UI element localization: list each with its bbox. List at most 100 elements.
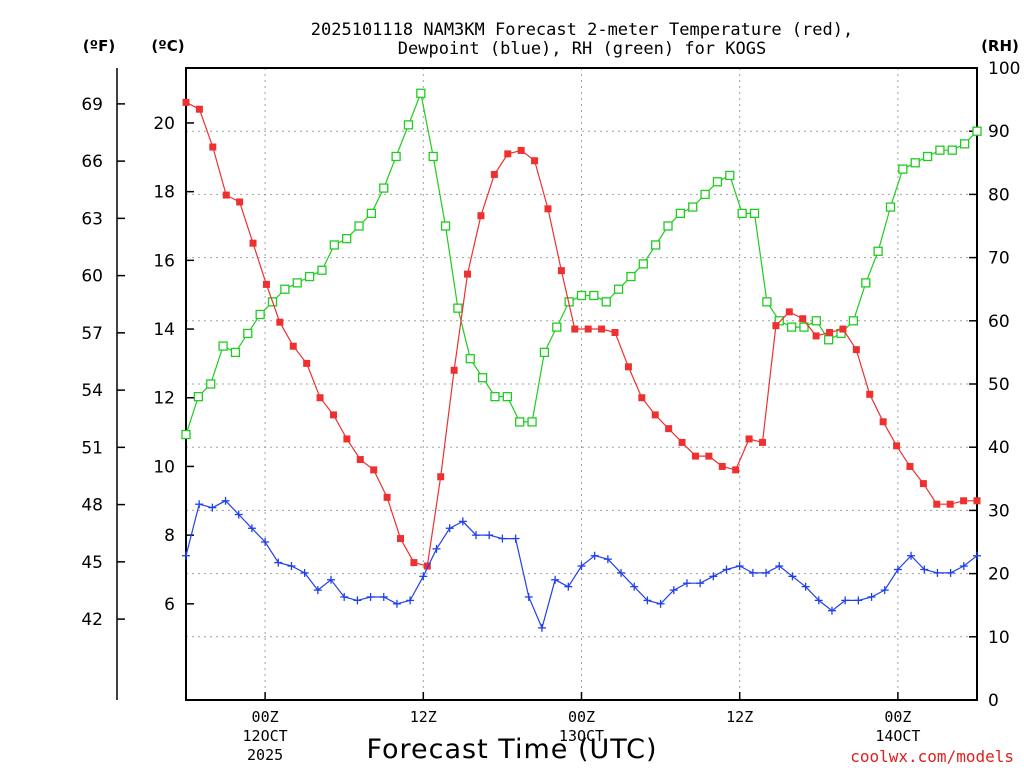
chart-title-line1: 2025101118 NAM3KM Forecast 2-meter Tempe… [311,20,853,40]
temperature-point [504,150,512,158]
temperature-point [611,328,619,336]
temperature-point [437,473,445,481]
rh-point [725,170,735,181]
celsius-tick-label: 8 [164,526,175,546]
rh-point [799,322,809,332]
dewpoint-point [366,592,375,601]
dewpoint-point [893,565,902,574]
time-tick-date: 12OCT [243,727,288,745]
rh-point [861,278,871,288]
rh-point [453,303,463,313]
temperature-point [303,359,311,367]
dewpoint-point [709,572,718,581]
dewpoint-point [247,524,256,533]
rh-tick-label: 90 [988,122,1010,142]
temperature-point [705,452,713,460]
temperature-point [624,363,632,371]
fahrenheit-tick-label: 60 [81,267,103,287]
rh-series [181,88,982,440]
rh-point [354,221,364,231]
temperature-point [933,500,941,508]
dewpoint-point [524,592,533,601]
dewpoint-point [274,558,283,567]
dewpoint-point [498,534,507,543]
temperature-point [370,466,378,474]
dewpoint-point [656,599,665,608]
dewpoint-point [287,562,296,571]
rh-point [749,208,760,219]
rh-point [947,145,957,155]
rh-point [181,429,191,440]
dewpoint-point [959,562,968,571]
temperature-point [785,308,793,316]
time-tick-label: 00Z [568,708,595,726]
celsius-tick-label: 6 [164,595,175,615]
dewpoint-point [327,575,336,584]
x-axis-label: Forecast Time (UTC) [366,734,657,765]
rh-point [193,391,204,402]
rh-point [663,221,673,231]
dewpoint-point [340,592,349,601]
rh-point [477,373,488,383]
temperature-point [839,325,847,333]
temperature-point [209,143,217,151]
rh-point [786,322,797,332]
temperature-point [584,325,592,333]
rh-point [317,265,327,275]
rh-ticks: 0 10 20 30 40 50 60 70 80 90 100 [969,59,1020,711]
temperature-point [249,239,257,247]
temperature-point [732,466,740,474]
temperature-point [799,315,807,323]
time-tick-label: 00Z [252,708,279,726]
temperature-series [182,98,981,570]
dewpoint-point [419,572,428,581]
rh-point [379,183,389,193]
temperature-point [852,346,860,354]
temperature-point [423,562,431,570]
dewpoint-point [590,551,599,560]
temperature-point [236,198,244,206]
rh-tick-label: 20 [988,565,1010,585]
rh-point [922,151,933,162]
celsius-tick-label: 20 [153,114,175,134]
chart-title-line2: Dewpoint (blue), RH (green) for KOGS [398,39,766,59]
time-tick-label: 00Z [884,708,911,726]
time-tick-label: 12Z [726,708,753,726]
dewpoint-point [406,596,415,605]
fahrenheit-tick-label: 54 [81,381,103,401]
dewpoint-point [564,582,573,591]
temperature-point [262,280,270,288]
temperature-point [182,98,190,106]
dewpoint-point [353,596,362,605]
dewpoint-point [379,592,388,601]
dewpoint-point [973,551,981,560]
dewpoint-point [630,582,639,591]
dewpoint-point [208,503,217,512]
rh-point [428,151,438,162]
rh-point [527,417,537,427]
rh-point [601,297,611,307]
rh-point [589,290,599,301]
temperature-point [906,462,914,470]
celsius-axis-unit: (ºC) [151,37,184,55]
rh-point [206,379,216,389]
temperature-point [222,191,230,199]
dewpoint-point [234,510,243,519]
dewpoint-point [261,538,270,546]
rh-point [700,189,710,200]
temperature-point [919,480,927,488]
temperature-point [826,328,834,336]
temperature-point [450,366,458,374]
rh-point [391,151,401,162]
temperature-point [410,559,418,567]
rh-point [440,221,451,231]
temperature-point [866,390,874,398]
rh-point [848,316,859,326]
rh-point [416,88,426,98]
dewpoint-point [221,496,230,505]
dewpoint-point [669,586,678,595]
temperature-point [651,411,659,419]
rh-line [185,91,978,435]
